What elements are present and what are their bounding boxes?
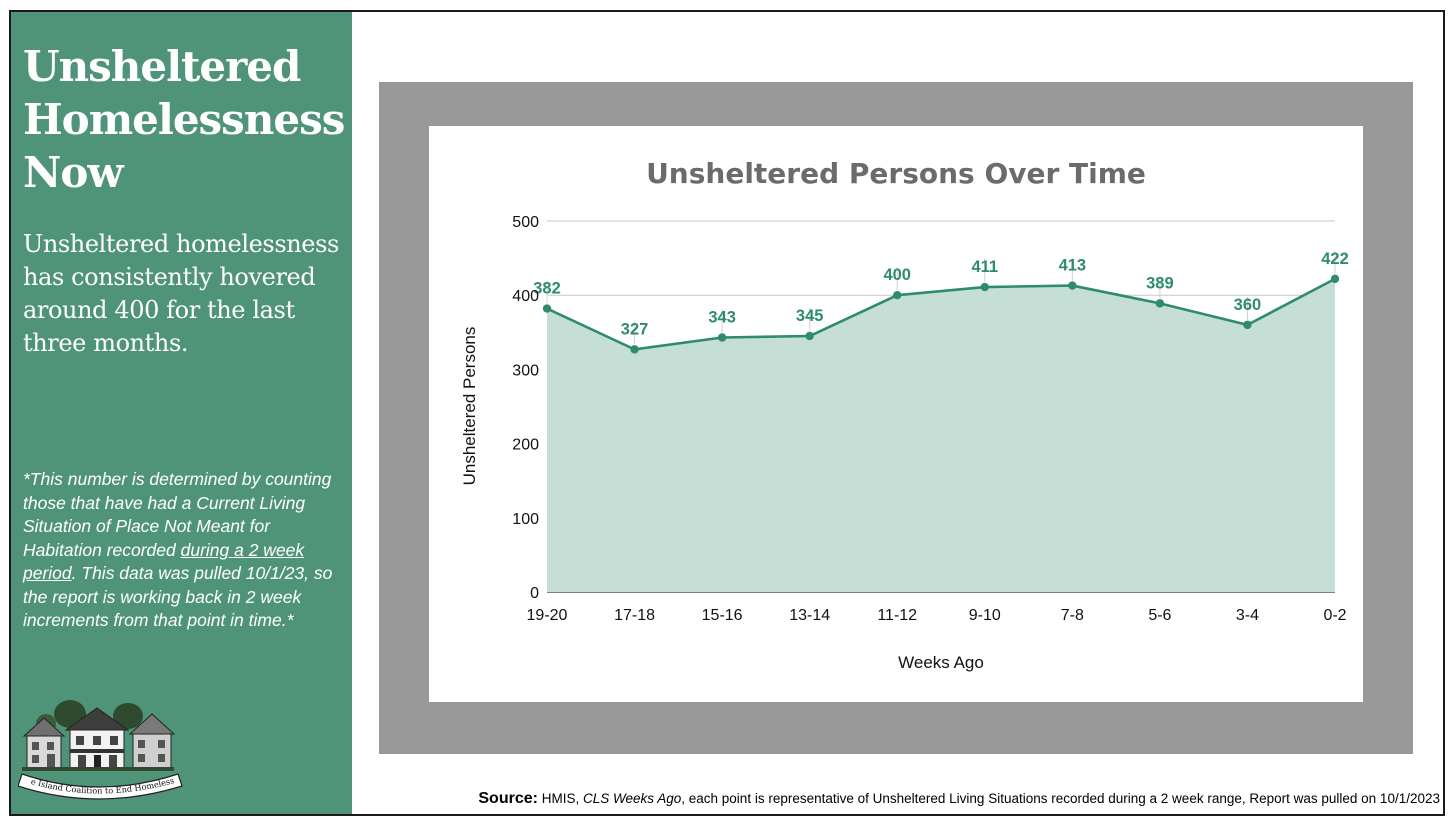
y-tick-label: 0 <box>530 585 539 602</box>
data-label: 411 <box>971 258 998 276</box>
x-tick-label: 15-16 <box>702 607 743 624</box>
data-label: 327 <box>621 320 649 338</box>
data-label: 389 <box>1146 274 1174 292</box>
x-tick-label: 17-18 <box>614 607 655 624</box>
data-point <box>630 345 639 354</box>
data-label: 422 <box>1321 250 1349 268</box>
data-label: 400 <box>883 266 911 284</box>
y-tick-label: 400 <box>512 288 539 305</box>
chart-title: Unsheltered Persons Over Time <box>646 157 1146 190</box>
x-tick-label: 11-12 <box>877 607 917 624</box>
y-tick-label: 100 <box>512 511 539 528</box>
footnote-underlined: during a 2 week period <box>23 539 305 584</box>
y-tick-label: 500 <box>512 214 539 231</box>
sidebar-footnote: *This number is determined by counting t… <box>23 468 345 633</box>
x-tick-label: 7-8 <box>1061 607 1084 624</box>
x-axis-label: Weeks Ago <box>898 653 984 672</box>
source-text-2: , each point is representative of Unshel… <box>681 791 1440 806</box>
data-point <box>1330 274 1340 284</box>
title-line-3: Now <box>23 148 124 197</box>
x-tick-label: 13-14 <box>789 607 830 624</box>
data-label: 343 <box>708 308 736 326</box>
x-tick-label: 5-6 <box>1148 607 1171 624</box>
data-point <box>717 333 727 342</box>
source-label: Source: <box>478 790 538 807</box>
data-label: 360 <box>1234 296 1262 314</box>
data-point <box>542 304 552 313</box>
title-line-2: Homelessness <box>23 95 345 144</box>
series-line <box>546 277 1336 351</box>
area-fill <box>547 278 1335 592</box>
data-point <box>1243 320 1252 330</box>
data-label: 345 <box>796 307 824 325</box>
sidebar-title: Unsheltered Homelessness Now <box>23 40 345 199</box>
data-label: 382 <box>533 280 561 298</box>
x-tick-label: 3-4 <box>1236 607 1259 624</box>
data-point <box>1155 299 1165 308</box>
data-point <box>805 331 814 341</box>
title-line-1: Unsheltered <box>23 42 301 91</box>
footnote-text-1: *This number is determined by counting t… <box>23 469 332 560</box>
x-tick-label: 0-2 <box>1323 607 1346 624</box>
y-tick-label: 200 <box>512 437 539 454</box>
sidebar-subtitle: Unsheltered homelessness has consistentl… <box>23 230 339 357</box>
source-text-1: HMIS, <box>537 791 583 806</box>
data-point <box>980 282 989 292</box>
data-point <box>893 291 902 300</box>
data-point <box>1068 281 1077 290</box>
footnote-text-2: . This data was pulled 10/1/23, so the r… <box>23 563 333 630</box>
data-label: 413 <box>1059 257 1087 275</box>
y-axis-label: Unsheltered Persons <box>460 327 479 486</box>
y-tick-label: 300 <box>512 362 539 379</box>
source-note: Source: HMIS, CLS Weeks Ago, each point … <box>352 790 1440 808</box>
source-italic: CLS Weeks Ago <box>582 791 682 806</box>
x-tick-label: 19-20 <box>527 607 568 624</box>
x-tick-label: 9-10 <box>969 607 1001 624</box>
chart-card: Unsheltered Persons Over Time 382 327 343 3… <box>429 126 1363 702</box>
coalition-logo: Rhode Island Coalition to End Homelessne… <box>18 694 183 800</box>
sidebar-panel <box>11 12 352 814</box>
slide-frame <box>9 10 1445 816</box>
line-chart: Unsheltered Persons Over Time 382 327 343 3… <box>460 157 1349 672</box>
